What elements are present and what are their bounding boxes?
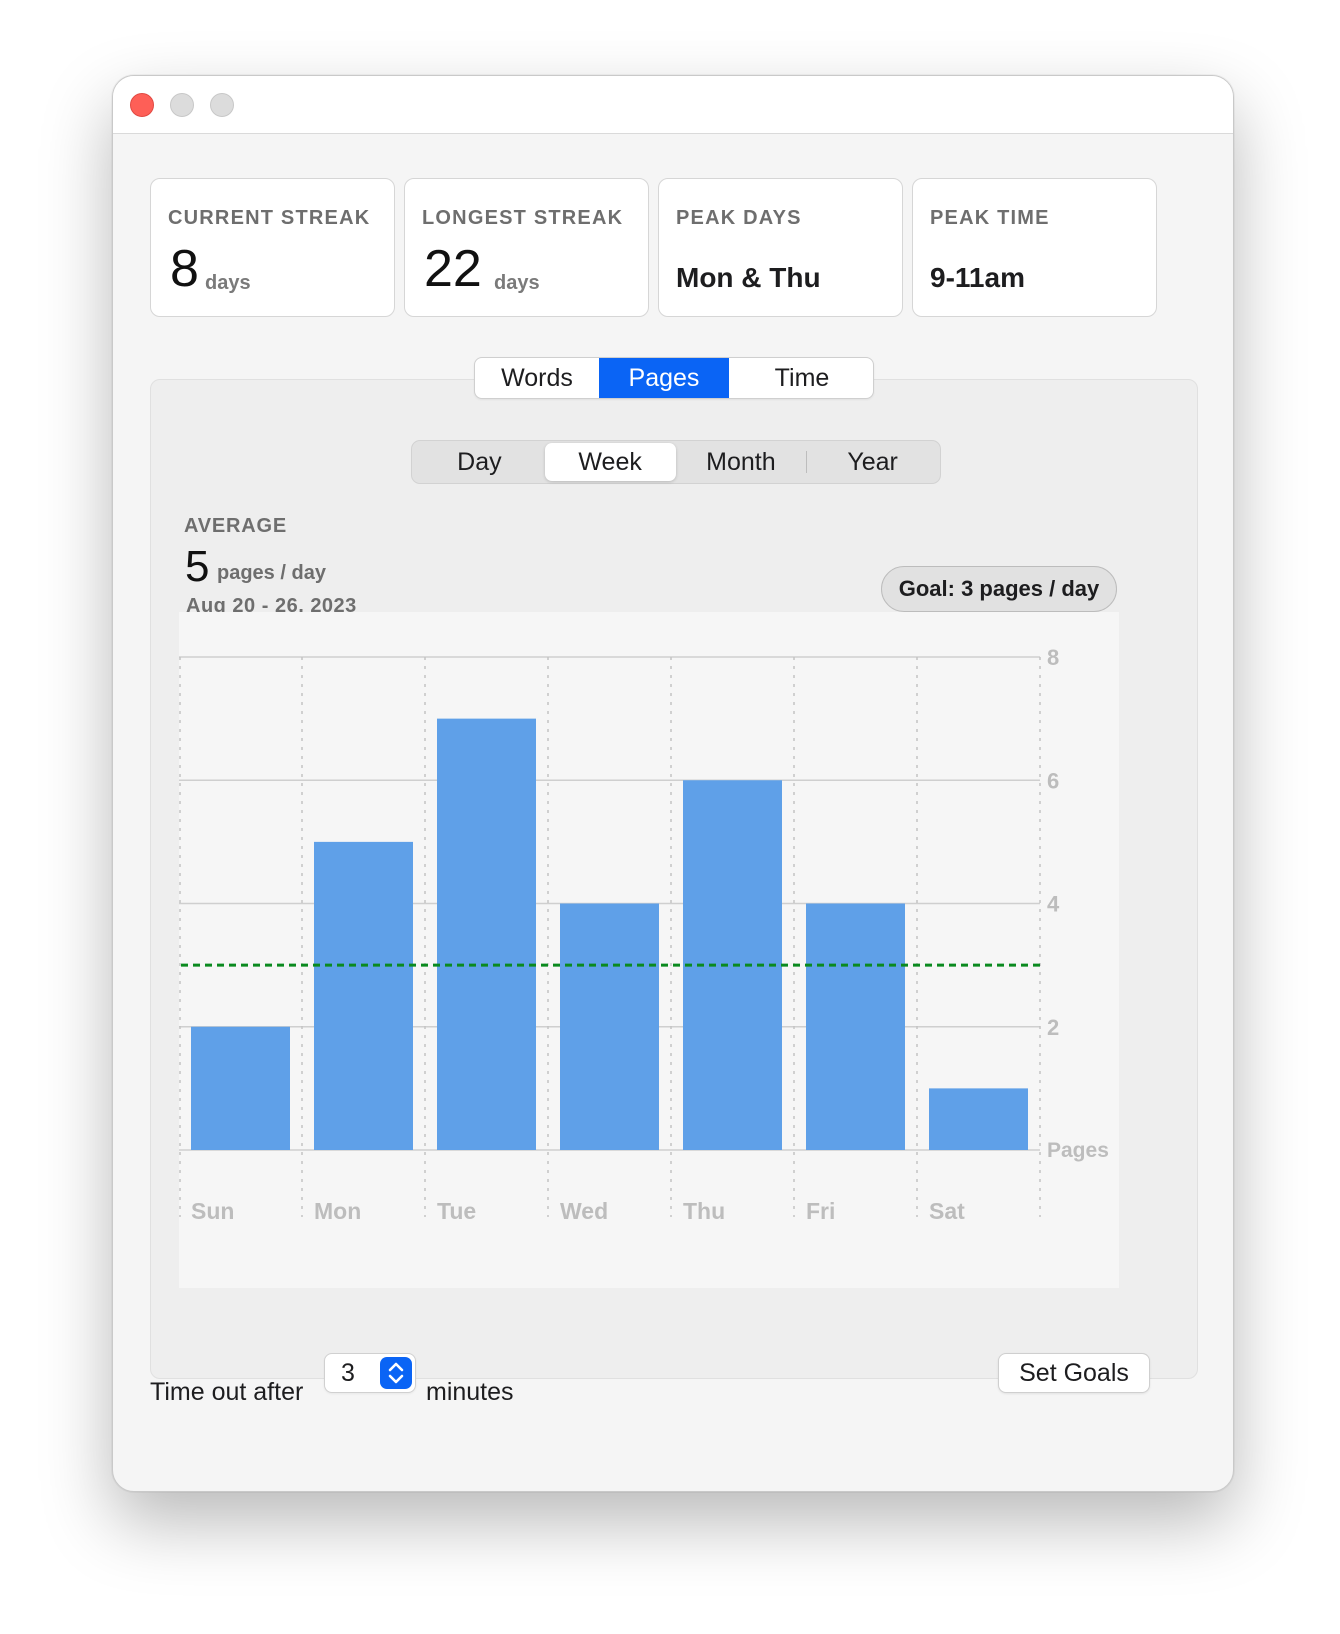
stat-unit: days [205,272,251,294]
tab-pages[interactable]: Pages [599,358,729,398]
average-value: 5 [185,542,210,591]
goal-badge[interactable]: Goal: 3 pages / day [881,566,1117,612]
stat-text: 9-11am [930,262,1025,293]
tab-words[interactable]: Words [501,363,573,392]
bar-sat [929,1088,1028,1150]
y-tick-label: 4 [1047,892,1060,917]
tab-time[interactable]: Time [774,363,830,392]
stat-card-peak-time: PEAK TIME 9-11am [912,178,1157,317]
minimize-button[interactable] [170,93,194,117]
maximize-button[interactable] [210,93,234,117]
stat-label: PEAK DAYS [676,207,802,229]
stat-unit: days [494,272,540,294]
x-tick-label: Sat [929,1198,965,1224]
y-axis-label: Pages [1047,1139,1109,1162]
x-tick-label: Sun [191,1198,234,1224]
stat-card-current-streak: CURRENT STREAK 8 days [150,178,395,317]
bar-tue [437,718,536,1150]
y-tick-label: 6 [1047,768,1059,793]
x-tick-label: Wed [560,1198,608,1224]
segment-divider [806,451,808,473]
bar-sun [191,1026,290,1150]
bar-chart: 2 4 6 8 Sun Mon Tue Wed Thu Fri Sat Pages [179,612,1119,1288]
period-segmented-control: Day Week Month Year [411,440,941,484]
stat-card-peak-days: PEAK DAYS Mon & Thu [658,178,903,317]
stepper-arrows-icon[interactable] [380,1357,412,1389]
timeout-suffix: minutes [426,1378,514,1406]
window: CURRENT STREAK 8 days LONGEST STREAK 22 … [112,75,1234,1492]
tab-month[interactable]: Month [706,447,776,476]
x-tick-label: Thu [683,1198,725,1224]
stat-label: LONGEST STREAK [422,207,624,229]
average-label: AVERAGE [184,515,288,537]
y-tick-label: 2 [1047,1015,1059,1040]
y-tick-label: 8 [1047,645,1059,670]
stat-label: PEAK TIME [930,207,1050,229]
stat-card-longest-streak: LONGEST STREAK 22 days [404,178,649,317]
timeout-stepper[interactable]: 3 [324,1353,416,1393]
stat-text: Mon & Thu [676,262,821,293]
timeout-value[interactable]: 3 [341,1359,355,1387]
tab-week[interactable]: Week [544,443,676,481]
close-button[interactable] [130,93,154,117]
x-tick-label: Fri [806,1198,835,1224]
tab-day[interactable]: Day [457,447,502,476]
stat-label: CURRENT STREAK [168,207,371,229]
metric-segmented-control: Words Pages Time [474,357,874,399]
timeout-prefix: Time out after [150,1378,304,1406]
set-goals-button[interactable]: Set Goals [998,1353,1150,1393]
x-tick-label: Mon [314,1198,361,1224]
stat-value: 8 [170,240,199,298]
tab-year[interactable]: Year [847,447,898,476]
bar-mon [314,841,413,1150]
average-unit: pages / day [217,562,326,584]
titlebar [113,76,1233,134]
bar-wed [560,903,659,1150]
x-tick-label: Tue [437,1198,476,1224]
date-range: Aug 20 - 26, 2023 [186,595,357,617]
chart-svg: 2 4 6 8 Sun Mon Tue Wed Thu Fri Sat Pages [179,645,1109,1224]
bar-fri [806,903,905,1150]
stat-value: 22 [424,240,482,298]
